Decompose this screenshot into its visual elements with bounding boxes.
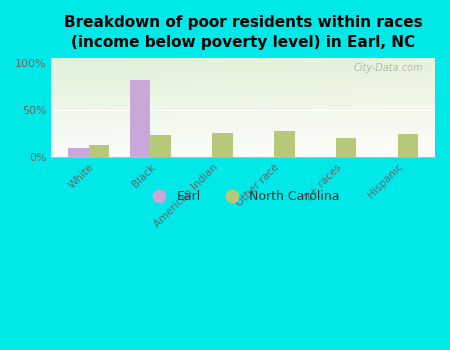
Bar: [398, 134, 418, 157]
Bar: [336, 138, 356, 157]
Bar: [89, 145, 109, 157]
Bar: [274, 132, 295, 157]
Bar: [150, 135, 171, 157]
Bar: [212, 133, 233, 157]
Bar: [68, 147, 89, 157]
Bar: [130, 79, 150, 157]
Title: Breakdown of poor residents within races
(income below poverty level) in Earl, N: Breakdown of poor residents within races…: [64, 15, 423, 50]
Legend: Earl, North Carolina: Earl, North Carolina: [141, 185, 345, 208]
Text: City-Data.com: City-Data.com: [354, 63, 423, 73]
